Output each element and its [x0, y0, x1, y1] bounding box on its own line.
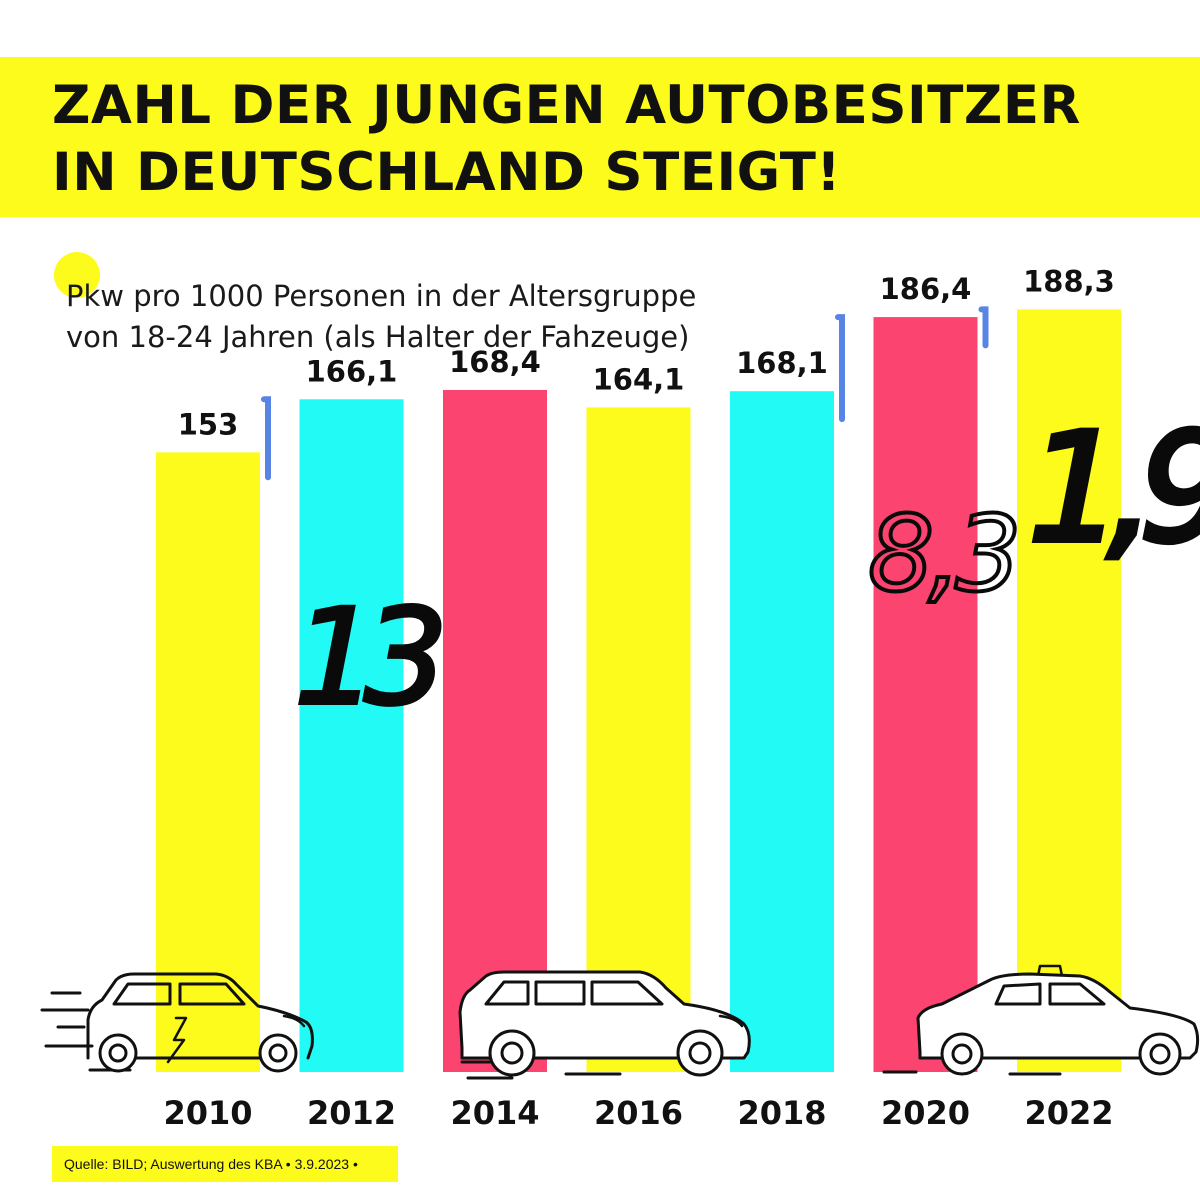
bars-layer	[156, 309, 1121, 1073]
title-line-2: IN DEUTSCHLAND STEIGT!	[52, 142, 842, 203]
value-label-2018: 168,1	[736, 346, 828, 380]
source-footnote: Quelle: BILD; Auswertung des KBA • 3.9.2…	[64, 1156, 358, 1172]
station-wagon-icon	[458, 970, 751, 1080]
markers-layer	[261, 306, 989, 481]
value-label-2012: 166,1	[306, 354, 398, 388]
year-label-2016: 2016	[594, 1094, 683, 1132]
handwritten-annotation-8-3: 8,3	[868, 493, 1015, 615]
marker-scribble-2020-2022	[978, 306, 989, 349]
value-labels-layer: 153 166,1 168,4 164,1 168,1 186,4 188,3	[178, 264, 1115, 441]
year-label-2014: 2014	[450, 1094, 539, 1132]
subtitle-dot	[54, 252, 100, 298]
handwritten-layer: 13 8,3 1,9	[292, 399, 1200, 737]
taxi-car-icon	[882, 964, 1200, 1076]
handwritten-annotation-1-9: 1,9	[1028, 402, 1200, 576]
year-label-2022: 2022	[1024, 1094, 1113, 1132]
bar-2016	[586, 407, 691, 1072]
bar-2020	[873, 317, 978, 1073]
bar-2014	[443, 389, 547, 1073]
title-band	[0, 57, 1200, 217]
year-label-2012: 2012	[307, 1094, 396, 1132]
bar-2012	[299, 399, 404, 1072]
handwritten-annotation-13: 13	[294, 581, 440, 735]
value-label-2022: 188,3	[1023, 264, 1115, 298]
year-label-2010: 2010	[163, 1094, 252, 1132]
marker-scribble-2018-2020	[835, 314, 845, 423]
cars-layer	[40, 964, 1200, 1080]
value-label-2014: 168,4	[449, 345, 541, 379]
value-label-2010: 153	[178, 407, 239, 441]
bar-2010	[156, 452, 260, 1073]
year-label-2020: 2020	[881, 1094, 970, 1132]
bar-2022	[1017, 309, 1121, 1072]
year-label-2018: 2018	[737, 1094, 826, 1132]
footer-band	[52, 1146, 398, 1182]
subtitle-line-1: Pkw pro 1000 Personen in der Altersgrupp…	[66, 279, 697, 313]
value-label-2016: 164,1	[593, 362, 685, 396]
electric-car-icon	[40, 972, 314, 1073]
marker-scribble-2010-2012	[261, 396, 271, 481]
value-label-2020: 186,4	[880, 272, 972, 306]
year-labels-layer: 2010 2012 2014 2016 2018 2020 2022	[163, 1094, 1113, 1132]
bar-2018	[730, 391, 834, 1072]
title-line-1: ZAHL DER JUNGEN AUTOBESITZER	[52, 75, 1081, 136]
subtitle-line-2: von 18-24 Jahren (als Halter der Fahzeug…	[66, 320, 690, 354]
